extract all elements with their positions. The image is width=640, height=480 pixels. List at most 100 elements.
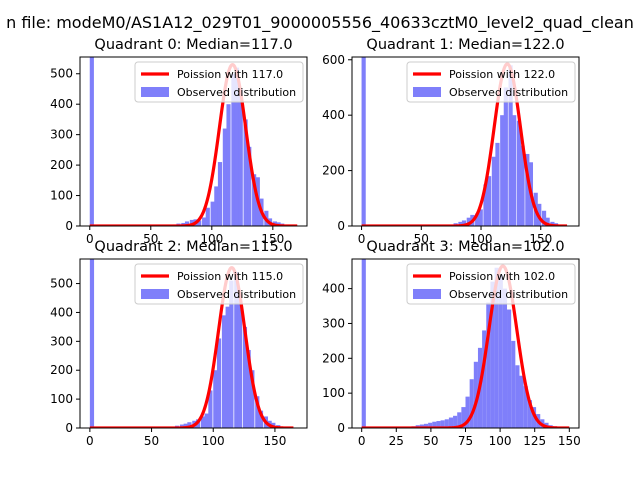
- histogram-bar: [466, 217, 471, 226]
- histogram-bar: [250, 370, 255, 428]
- x-tick-label: 50: [144, 434, 159, 448]
- legend-line-label: Poission with 122.0: [449, 68, 555, 81]
- histogram-bar: [237, 298, 243, 428]
- histogram-bar: [238, 88, 243, 226]
- x-tick-label: 125: [523, 434, 546, 448]
- legend-box: [406, 263, 576, 305]
- histogram-bar: [205, 207, 210, 226]
- histogram-bar: [491, 156, 496, 226]
- histogram-bar: [448, 417, 454, 428]
- histogram-bar: [469, 379, 474, 428]
- histogram-bar: [461, 220, 467, 226]
- histogram-bar: [361, 57, 366, 226]
- histogram-bar: [483, 184, 488, 226]
- histogram-bar: [89, 259, 95, 428]
- histogram-bar: [523, 386, 528, 428]
- y-tick-label: 200: [50, 363, 73, 377]
- histogram-bar: [202, 217, 207, 226]
- histogram-bar: [495, 142, 500, 226]
- histogram-bar: [187, 422, 192, 428]
- histogram-bar: [541, 210, 547, 226]
- x-tick-label: 100: [200, 232, 223, 246]
- histogram-bar: [515, 365, 520, 428]
- histogram-bar: [234, 272, 239, 428]
- x-tick-label: 150: [263, 434, 286, 448]
- histogram-bar: [473, 361, 478, 428]
- histogram-bar: [461, 407, 466, 428]
- histogram-bar: [221, 315, 227, 428]
- histogram-bar: [482, 330, 487, 428]
- histogram-bar: [423, 423, 429, 428]
- histogram-bar: [252, 174, 257, 226]
- histogram-bar: [512, 115, 517, 226]
- histogram-bar: [222, 128, 227, 226]
- y-tick-label: 400: [322, 108, 345, 122]
- y-tick-label: 100: [322, 386, 345, 400]
- y-tick-label: 400: [50, 97, 73, 111]
- histogram-bar: [208, 390, 213, 428]
- histogram-bar: [453, 415, 458, 428]
- poisson-curve: [360, 264, 571, 428]
- histogram-bar: [243, 119, 248, 226]
- histogram-bar: [465, 396, 470, 428]
- histogram-bar: [457, 412, 462, 428]
- subplot-quadrant-2: 0 50 100 150 0 100 200 300 400 500 Quadrant 2: Med…: [50, 239, 308, 448]
- histogram-bar: [494, 267, 499, 428]
- histogram-bar: [184, 221, 190, 226]
- histogram-bar: [490, 281, 495, 428]
- x-tick-label: 50: [143, 232, 158, 246]
- y-tick-label: 400: [50, 305, 73, 319]
- y-tick-label: 400: [322, 282, 345, 296]
- y-tick-label: 200: [322, 351, 345, 365]
- histogram-bar: [183, 423, 188, 428]
- histogram-bar: [225, 306, 230, 428]
- x-tick-label: 150: [529, 232, 552, 246]
- legend-bar-swatch: [141, 87, 169, 97]
- histogram-bar: [516, 120, 522, 226]
- y-tick-label: 300: [50, 334, 73, 348]
- histogram-bar: [486, 302, 491, 428]
- legend-bar-label: Observed distribution: [449, 288, 568, 301]
- poisson-curve: [88, 63, 299, 226]
- legend-bar-label: Observed distribution: [177, 86, 296, 99]
- histogram-bar: [361, 259, 366, 428]
- histogram-bar: [89, 57, 94, 226]
- histogram-bar: [487, 176, 492, 226]
- histogram-bar: [214, 186, 219, 226]
- histogram-bar: [507, 309, 512, 428]
- y-tick-label: 500: [50, 67, 73, 81]
- histogram-bar: [197, 220, 202, 226]
- histogram-bar: [520, 145, 525, 226]
- legend-bar-label: Observed distribution: [177, 288, 296, 301]
- x-tick-label: 50: [414, 232, 429, 246]
- x-tick-label: 150: [558, 434, 581, 448]
- axes-frame: [351, 56, 580, 227]
- poisson-curve: [88, 266, 295, 428]
- histogram-bar: [545, 217, 550, 226]
- legend-box: [406, 61, 576, 103]
- histogram-bar: [458, 221, 463, 226]
- y-tick-label: 0: [337, 421, 345, 435]
- x-tick-label: 150: [261, 232, 284, 246]
- axes-frame: [79, 56, 308, 227]
- subplot-title: Quadrant 2: Median=115.0: [94, 239, 292, 255]
- y-tick-label: 100: [50, 392, 73, 406]
- histogram-bar: [255, 396, 260, 428]
- x-tick-label: 75: [458, 434, 473, 448]
- y-tick-label: 200: [322, 164, 345, 178]
- x-tick-label: 0: [86, 232, 94, 246]
- subplot-quadrant-1: 0 50 100 150 0 200 400 600 Quadrant 1: Median=12…: [322, 37, 580, 246]
- histogram-bar: [216, 338, 222, 428]
- x-tick-label: 50: [423, 434, 438, 448]
- histogram-bar: [525, 153, 530, 226]
- histogram-bar: [508, 65, 513, 226]
- histogram-bar: [478, 209, 483, 226]
- histogram-bar: [246, 350, 251, 428]
- histogram-bar: [242, 326, 248, 428]
- histogram-bar: [217, 162, 223, 226]
- histogram-bar: [200, 416, 206, 428]
- histogram-bar: [503, 87, 508, 226]
- histogram-bar: [440, 420, 445, 428]
